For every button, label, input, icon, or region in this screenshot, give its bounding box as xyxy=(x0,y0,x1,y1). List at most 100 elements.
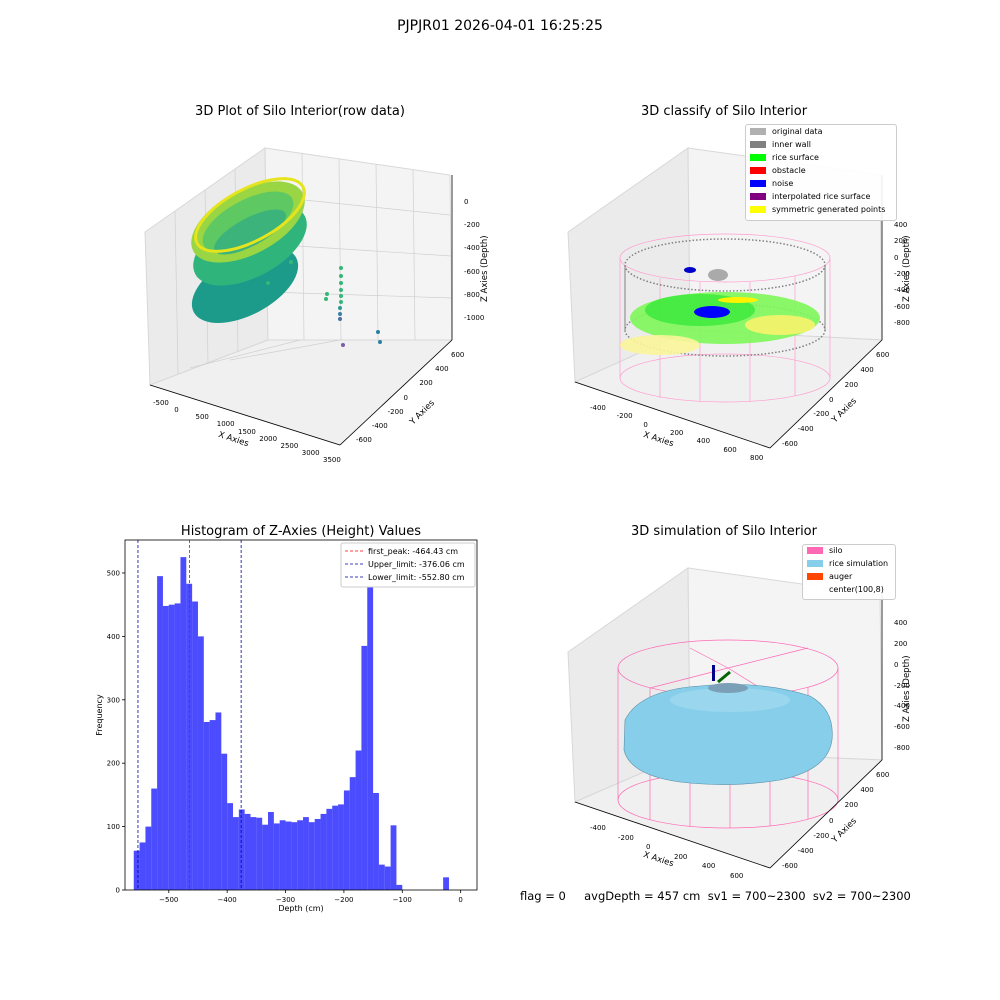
histogram-bar xyxy=(262,824,269,890)
x-tick-label: 800 xyxy=(750,454,764,462)
histogram-bar xyxy=(314,818,321,890)
histogram-ylabel: Frequency xyxy=(95,694,104,736)
y-tick-label: 400 xyxy=(435,365,449,374)
histogram-bar xyxy=(332,805,339,890)
legend-label: original data xyxy=(772,127,823,136)
histogram-bar xyxy=(244,813,251,890)
legend-entry: center(100,8) xyxy=(807,585,884,594)
y-tick-label: 0 xyxy=(829,395,834,404)
z-tick-label: -200 xyxy=(894,270,910,278)
legend-entry: inner wall xyxy=(750,140,811,149)
y-tick-label: 200 xyxy=(419,379,433,388)
histogram-bar xyxy=(174,603,181,890)
z-tick-label: -400 xyxy=(894,286,910,295)
legend-label: rice simulation xyxy=(829,559,889,568)
legend-swatch xyxy=(750,154,766,161)
y-tick-label: -200 xyxy=(387,407,404,416)
simulation-plot-title: 3D simulation of Silo Interior xyxy=(631,524,817,539)
legend-label: first_peak: -464.43 cm xyxy=(368,547,458,556)
z-tick-label: -800 xyxy=(894,319,910,327)
x-tick-label: 200 xyxy=(674,852,688,861)
z-axis-label: Z Axies (Depth) xyxy=(902,655,912,722)
y-tick-label: -400 xyxy=(371,421,388,430)
x-tick-label: 400 xyxy=(702,862,716,871)
legend-entry: interpolated rice surface xyxy=(750,192,870,201)
legend-label: Lower_limit: -552.80 cm xyxy=(368,573,465,582)
z-tick-label: -400 xyxy=(894,702,910,711)
histogram-bar xyxy=(227,803,233,890)
legend-label: interpolated rice surface xyxy=(772,192,871,201)
histogram-bar xyxy=(273,823,280,890)
legend-swatch xyxy=(807,586,823,593)
histogram-bar xyxy=(326,808,333,890)
histogram-title: Histogram of Z-Axies (Height) Values xyxy=(180,524,422,539)
legend-entry: original data xyxy=(750,127,822,136)
histogram-bar xyxy=(133,850,140,890)
histogram-xlabel: Depth (cm) xyxy=(278,904,323,913)
y-tick-label: 0 xyxy=(403,393,408,402)
histogram-bar xyxy=(221,753,228,890)
histogram-bar xyxy=(297,820,304,890)
x-tick-label: 0 xyxy=(174,406,179,415)
classify-legend: original data inner wall rice surface obsta… xyxy=(745,124,897,221)
x-tick-label: 3000 xyxy=(301,448,320,457)
z-tick-label: -600 xyxy=(894,723,910,732)
histogram-bar xyxy=(151,788,158,890)
legend-label: rice surface xyxy=(772,153,819,162)
legend-label: center(100,8) xyxy=(829,585,884,594)
simulation-rice-surface xyxy=(623,683,833,785)
x-tick-label: 3500 xyxy=(323,456,341,464)
histogram-bar xyxy=(192,601,198,890)
y-tick-label: -600 xyxy=(782,440,798,448)
x-tick-label: 0 xyxy=(643,420,648,429)
legend-swatch xyxy=(750,128,766,135)
z-tick-label: -600 xyxy=(464,267,480,276)
histogram-bar xyxy=(197,636,204,890)
histogram-bar xyxy=(250,817,257,890)
y-tick-label: -600 xyxy=(782,862,798,870)
legend-label: inner wall xyxy=(772,140,812,149)
x-tick-label: 0 xyxy=(646,843,651,852)
legend-entry: noise xyxy=(750,179,793,188)
x-tick-label: −200 xyxy=(334,896,353,904)
z-tick-label: -200 xyxy=(894,681,910,690)
y-tick-label: -200 xyxy=(813,410,830,419)
z-tick-label: 0 xyxy=(464,198,469,206)
legend-entry: silo xyxy=(807,546,843,555)
legend-swatch xyxy=(807,560,823,567)
histogram-bar xyxy=(209,720,216,890)
z-tick-label: 400 xyxy=(894,619,908,627)
histogram-bar xyxy=(279,820,286,890)
figure-title: PJPJR01 2026-04-01 16:25:25 xyxy=(397,18,603,34)
z-tick-label: -200 xyxy=(464,221,480,230)
histogram-bar xyxy=(367,560,374,890)
y-tick-label: 600 xyxy=(451,351,465,359)
z-tick-label: 400 xyxy=(894,221,908,229)
x-tick-label: 400 xyxy=(696,437,711,446)
histogram-bar xyxy=(308,822,315,890)
histogram-bar xyxy=(285,821,292,890)
y-tick-label: 600 xyxy=(876,771,890,779)
x-tick-label: 2000 xyxy=(259,434,278,443)
raw-outlier-points xyxy=(266,260,382,347)
z-tick-label: -600 xyxy=(894,302,910,311)
histogram-bar xyxy=(157,576,163,890)
x-tick-label: −400 xyxy=(218,896,237,904)
legend-entry: obstacle xyxy=(750,166,806,175)
x-tick-label: -200 xyxy=(616,412,633,421)
y-tick-label: 200 xyxy=(107,760,120,768)
z-tick-label: -800 xyxy=(894,744,910,752)
y-tick-label: 200 xyxy=(844,801,859,810)
legend-swatch xyxy=(807,573,823,580)
histogram-bar xyxy=(338,804,344,890)
histogram-bar xyxy=(232,817,239,890)
y-tick-label: 0 xyxy=(829,816,834,825)
legend-swatch xyxy=(750,180,766,187)
z-tick-label: 200 xyxy=(894,639,908,648)
y-tick-label: 400 xyxy=(860,365,874,374)
histogram-bar xyxy=(320,813,327,890)
histogram-bar xyxy=(268,812,274,890)
x-tick-label: 0 xyxy=(458,896,462,904)
